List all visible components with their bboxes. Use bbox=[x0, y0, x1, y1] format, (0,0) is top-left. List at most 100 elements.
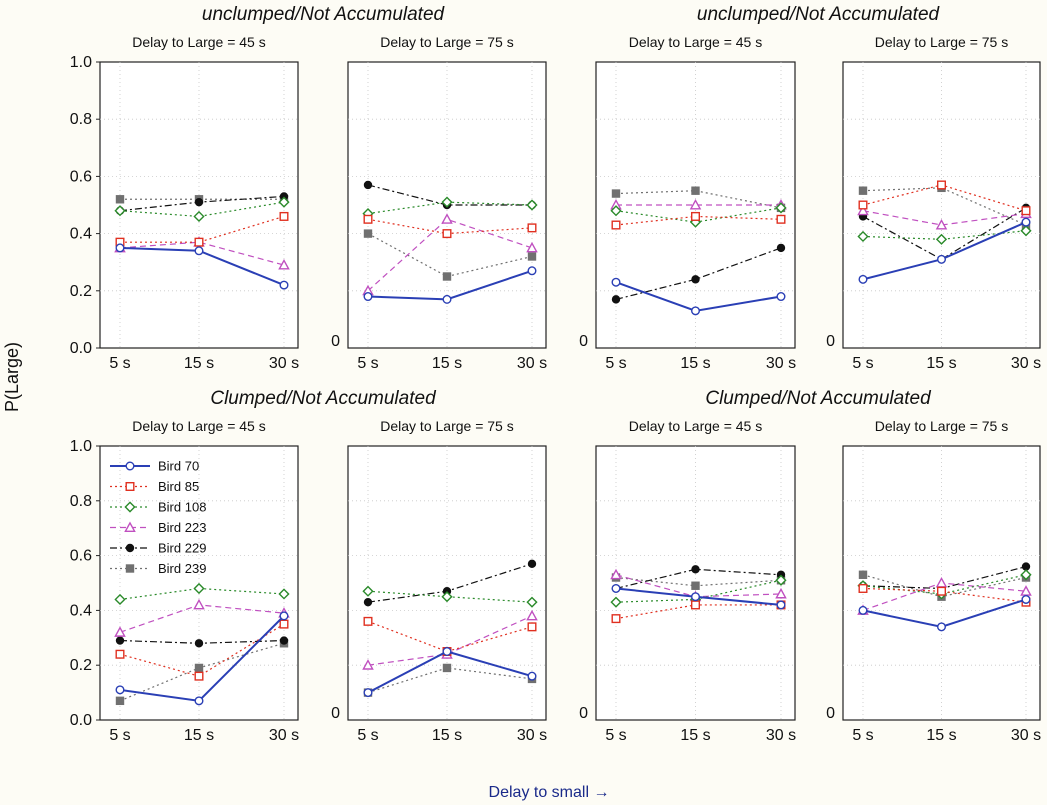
data-point bbox=[691, 186, 700, 195]
y-tick-label: 1.0 bbox=[70, 438, 92, 455]
group-title: unclumped/Not Accumulated bbox=[202, 4, 446, 25]
data-point bbox=[114, 205, 126, 217]
x-tick-label: 15 s bbox=[926, 355, 956, 372]
series-line bbox=[862, 207, 1027, 261]
data-point bbox=[115, 243, 125, 253]
legend-marker bbox=[124, 521, 136, 532]
data-point bbox=[363, 597, 373, 607]
x-tick-label: 30 s bbox=[517, 727, 547, 744]
data-point bbox=[193, 598, 205, 610]
data-point bbox=[611, 277, 621, 287]
data-point bbox=[1021, 206, 1031, 216]
group-titles: unclumped/Not Accumulated unclumped/Not A… bbox=[202, 4, 941, 409]
series-line bbox=[615, 215, 782, 226]
y-tick-label: 0.0 bbox=[70, 340, 92, 357]
data-point bbox=[1021, 217, 1031, 227]
x-tick-label: 30 s bbox=[1011, 355, 1041, 372]
panel-subtitle: Delay to Large = 75 s bbox=[875, 34, 1008, 50]
panel-subtitle: Delay to Large = 75 s bbox=[875, 418, 1008, 434]
x-tick-label: 5 s bbox=[605, 355, 626, 372]
data-point bbox=[441, 196, 453, 208]
data-point bbox=[937, 586, 947, 596]
data-point bbox=[610, 596, 622, 608]
data-point bbox=[363, 688, 373, 698]
legend-marker bbox=[125, 482, 135, 492]
y-tick-label: 0.0 bbox=[70, 712, 92, 729]
legend: Bird 70 Bird 85 Bird 108 Bird 223 Bird 229 Bi… bbox=[110, 459, 206, 576]
data-point bbox=[279, 611, 289, 621]
data-point bbox=[115, 195, 125, 204]
panel: Delay to Large = 75 s 5 s 15 s 30 s 0 bbox=[331, 418, 547, 744]
data-point bbox=[691, 211, 701, 221]
data-point bbox=[115, 696, 125, 706]
y-tick-label: 1.0 bbox=[70, 54, 92, 71]
x-tick-label: 5 s bbox=[109, 355, 130, 372]
data-point bbox=[527, 559, 537, 569]
data-point bbox=[115, 649, 125, 659]
data-point bbox=[611, 220, 621, 230]
data-point bbox=[610, 205, 622, 217]
data-point bbox=[527, 622, 537, 632]
data-point bbox=[610, 568, 622, 580]
data-point bbox=[611, 189, 621, 198]
series-line bbox=[862, 187, 1027, 226]
data-point bbox=[776, 292, 786, 302]
x-axis-label: Delay to small → bbox=[489, 784, 610, 801]
data-point bbox=[442, 663, 452, 673]
series-line bbox=[615, 579, 782, 603]
data-point bbox=[194, 696, 204, 706]
legend-entry: Bird 108 bbox=[158, 500, 206, 515]
x-tick-label: 30 s bbox=[1011, 727, 1041, 744]
data-point bbox=[611, 295, 621, 304]
data-point bbox=[858, 605, 868, 615]
data-point bbox=[1021, 594, 1031, 604]
y-tick-label: 0 bbox=[579, 705, 588, 722]
data-point bbox=[691, 306, 701, 316]
data-point bbox=[691, 581, 700, 590]
data-point bbox=[857, 230, 869, 243]
panel: Delay to Large = 45 s 5 s 15 s 30 s 0 bbox=[579, 418, 796, 744]
legend-entry: Bird 229 bbox=[158, 541, 206, 556]
panel: Delay to Large = 45 s 5 s 15 s 30 s 0.0 0.2 0.… bbox=[70, 418, 299, 744]
data-point bbox=[937, 254, 947, 264]
x-tick-label: 5 s bbox=[852, 727, 873, 744]
panel-subtitle: Delay to Large = 45 s bbox=[132, 418, 265, 434]
data-point bbox=[858, 583, 868, 593]
data-point bbox=[363, 180, 373, 190]
data-point bbox=[278, 259, 290, 270]
y-tick-label: 0 bbox=[826, 705, 835, 722]
data-point bbox=[362, 659, 374, 670]
panel-subtitle: Delay to Large = 75 s bbox=[380, 34, 513, 50]
data-point bbox=[691, 592, 701, 602]
data-point bbox=[278, 588, 290, 600]
y-tick-label: 0.6 bbox=[70, 168, 92, 185]
panel-subtitle: Delay to Large = 75 s bbox=[380, 418, 513, 434]
data-point bbox=[775, 587, 787, 599]
data-point bbox=[114, 593, 126, 606]
data-point bbox=[194, 237, 204, 247]
legend-marker bbox=[125, 461, 135, 471]
data-point bbox=[611, 583, 621, 593]
data-point bbox=[776, 243, 786, 253]
x-tick-label: 15 s bbox=[432, 355, 462, 372]
x-tick-label: 30 s bbox=[269, 355, 299, 372]
data-point bbox=[1020, 569, 1032, 581]
data-point bbox=[442, 647, 452, 657]
x-tick-label: 15 s bbox=[680, 727, 710, 744]
y-tick-label: 0.8 bbox=[70, 111, 92, 128]
x-tick-label: 5 s bbox=[357, 727, 378, 744]
data-point bbox=[115, 685, 125, 695]
data-point bbox=[935, 218, 948, 230]
group-title: unclumped/Not Accumulated bbox=[697, 4, 941, 25]
data-point bbox=[527, 266, 537, 276]
series-line bbox=[367, 201, 533, 215]
data-point bbox=[442, 272, 452, 281]
data-point bbox=[279, 619, 289, 629]
data-point bbox=[194, 671, 204, 681]
data-point bbox=[858, 200, 868, 210]
legend-marker bbox=[124, 501, 136, 513]
data-point bbox=[363, 214, 373, 224]
data-point bbox=[1020, 225, 1032, 237]
y-tick-label: 0 bbox=[331, 705, 340, 722]
legend-entry: Bird 85 bbox=[158, 479, 199, 494]
